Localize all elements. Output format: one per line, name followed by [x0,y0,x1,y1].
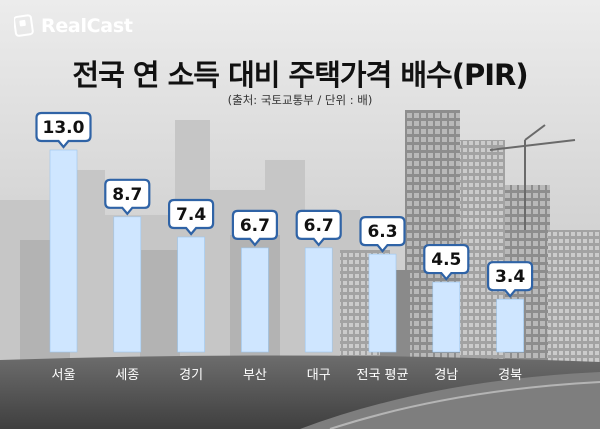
chart-title: 전국 연 소득 대비 주택가격 배수(PIR) [72,58,528,92]
value-label: 8.7 [104,178,151,216]
chart-subtitle: (출처: 국토교통부 / 단위 : 배) [227,93,373,107]
value-label: 13.0 [35,111,92,149]
realcast-logo-icon [14,14,34,37]
category-label: 경남 [434,368,458,383]
value-label-text: 4.5 [431,250,461,270]
category-label: 서울 [52,368,76,383]
value-label: 7.4 [168,198,215,236]
value-label-box [35,111,92,149]
category-label: 전국 평균 [357,368,409,383]
value-label: 6.7 [295,209,342,247]
value-label-text: 6.3 [367,222,397,242]
category-label: 부산 [243,368,267,383]
category-label: 경북 [498,368,522,383]
value-label-text: 3.4 [495,267,525,287]
bar [496,298,524,353]
brand-name: RealCast [41,15,133,37]
bar [304,247,333,353]
category-label: 대구 [307,368,331,383]
value-label-text: 7.4 [176,205,206,225]
bar [113,216,142,353]
bar [49,149,78,353]
value-label-text: 6.7 [304,216,334,236]
bar [368,253,397,353]
category-label: 경기 [179,368,203,383]
value-label-text: 6.7 [240,216,270,236]
value-label-box [231,209,278,247]
bar [432,281,461,353]
bar [177,236,205,353]
value-label: 3.4 [487,261,534,298]
value-label-box [423,243,470,281]
value-label-box [168,198,215,236]
value-label-box [295,209,342,247]
value-label-text: 13.0 [43,118,85,138]
value-label: 4.5 [423,243,470,281]
value-label-box [104,178,151,216]
value-label: 6.7 [231,209,278,247]
bar [241,247,269,353]
value-label-text: 8.7 [112,185,142,205]
realcast-logo: RealCast [14,14,133,38]
value-label: 6.3 [359,216,406,253]
value-label-box [359,216,406,253]
category-label: 세종 [115,368,139,383]
value-label-box [487,261,534,298]
